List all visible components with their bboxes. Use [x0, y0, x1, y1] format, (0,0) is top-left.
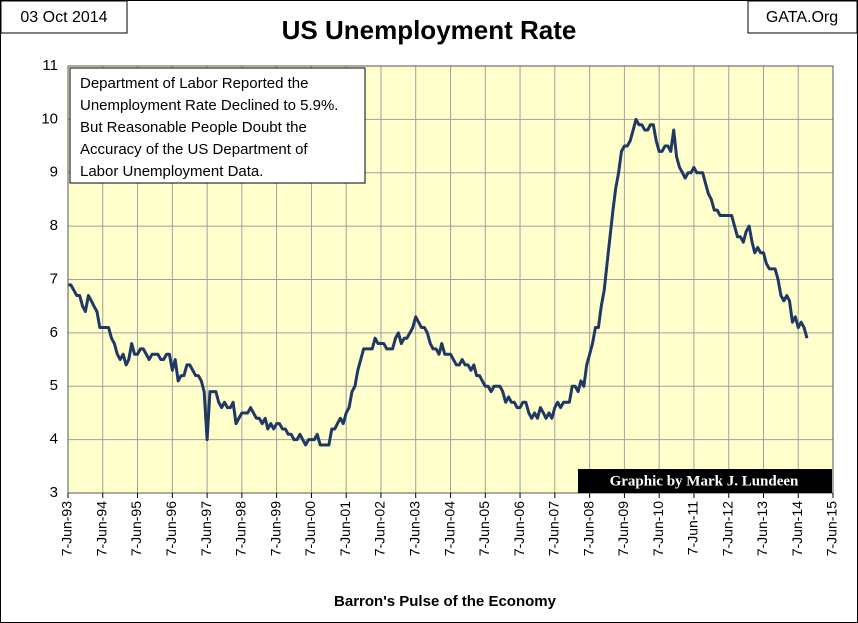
y-tick-label: 7: [50, 270, 58, 287]
y-tick-label: 11: [42, 57, 58, 74]
x-tick-label: 7-Jun-94: [93, 501, 109, 556]
annotation-line: But Reasonable People Doubt the: [80, 119, 307, 136]
annotation: Department of Labor Reported the Unemploy…: [80, 75, 338, 180]
x-tick-label: 7-Jun-04: [441, 501, 457, 556]
y-tick-label: 5: [50, 377, 58, 394]
annotation-line: Accuracy of the US Department of: [80, 141, 308, 158]
date-box: [0, 0, 128, 34]
annotation-line: Unemployment Rate Declined to 5.9%.: [80, 97, 338, 114]
y-tick-label: 4: [50, 431, 58, 448]
data-line: [68, 117, 809, 447]
x-tick-label: 7-Jun-03: [406, 501, 422, 556]
x-tick-label: 7-Jun-00: [302, 501, 318, 556]
x-tick-label: 7-Jun-93: [59, 501, 75, 556]
y-tick-label: 6: [50, 324, 58, 341]
annotation-line: Labor Unemployment Data.: [80, 163, 263, 180]
x-tick-label: 7-Jun-07: [546, 501, 562, 556]
x-tick-label: 7-Jun-14: [789, 501, 805, 556]
y-tick-label: 8: [50, 217, 58, 234]
y-tick-label: 3: [50, 484, 58, 501]
x-tick-label: 7-Jun-99: [267, 501, 283, 556]
x-tick-label: 7-Jun-08: [580, 501, 596, 556]
y-tick-label: 9: [50, 164, 58, 181]
credit-box: [578, 469, 832, 493]
x-tick-label: 7-Jun-95: [128, 501, 144, 556]
source-box: [747, 0, 858, 34]
credit: Graphic by Mark J. Lundeen: [610, 473, 799, 489]
x-tick-label: 7-Jun-05: [476, 501, 492, 556]
x-tick-label: 7-Jun-06: [511, 501, 527, 556]
x-axis-label: Barron's Pulse of the Economy: [334, 593, 557, 610]
x-tick-label: 7-Jun-01: [337, 501, 353, 556]
x-tick-label: 7-Jun-13: [754, 501, 770, 556]
y-tick-label: 10: [41, 110, 58, 127]
x-tick-label: 7-Jun-15: [824, 501, 840, 556]
x-tick-label: 7-Jun-09: [615, 501, 631, 556]
chart-title: US Unemployment Rate: [282, 15, 577, 45]
x-tick-label: 7-Jun-10: [650, 501, 666, 556]
x-tick-label: 7-Jun-97: [198, 501, 214, 556]
date-label: 03 Oct 2014: [20, 9, 107, 26]
x-tick-label: 7-Jun-96: [163, 501, 179, 556]
source-label: GATA.Org: [766, 9, 838, 26]
x-tick-label: 7-Jun-02: [372, 501, 388, 556]
annotation-box: [69, 67, 366, 184]
x-tick-label: 7-Jun-11: [685, 501, 701, 555]
x-tick-label: 7-Jun-12: [719, 501, 735, 556]
annotation-line: Department of Labor Reported the: [80, 75, 308, 92]
marks: [68, 117, 809, 447]
x-tick-label: 7-Jun-98: [233, 501, 249, 556]
